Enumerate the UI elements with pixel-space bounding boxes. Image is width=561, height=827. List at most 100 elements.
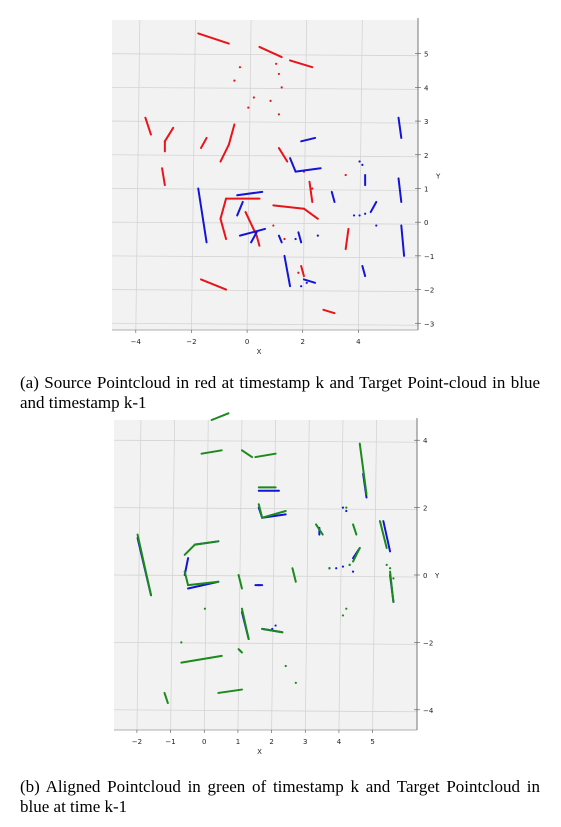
segment-source [200,136,208,150]
segment-aligned [163,691,169,705]
grid-line-y [113,439,418,443]
segment-source [272,204,305,210]
segment-source [322,308,336,315]
grid-line-x [372,419,377,731]
y-tick-label: −1 [424,253,434,261]
segment-aligned [180,654,223,664]
segment-target [236,190,264,197]
point-target [305,281,308,284]
segment-source [144,116,152,136]
point-source [277,72,281,76]
point-target [316,234,319,237]
segment-target [277,234,283,244]
x-axis-label: X [257,748,262,756]
segment-source [302,207,319,220]
x-tick-label: −2 [132,738,142,746]
segment-aligned [261,509,287,519]
segment-target [400,224,406,257]
segment-source [300,264,305,278]
y-tick-label: 4 [424,84,429,92]
x-tick-label: 1 [236,738,240,746]
x-axis-label: X [257,348,262,356]
figure-panel-b: −2 −1 0 1 2 3 4 5 4 2 0 −2 −4 X Y [0,410,561,827]
segment-aligned [315,523,324,536]
plot-b: −2 −1 0 1 2 3 4 5 4 2 0 −2 −4 X Y [113,412,440,756]
y-axis-label: Y [434,572,440,580]
segment-target [330,190,336,203]
segment-target [300,136,317,143]
grid-line-y [111,120,419,124]
segment-source [258,45,283,59]
x-tick-label: 2 [269,738,273,746]
grid-line-x [304,419,310,731]
segment-aligned [193,540,220,546]
segment-target [283,254,292,288]
point-source [297,271,300,274]
segment-aligned [389,570,395,603]
point-target [274,624,277,627]
grid-line-x [271,419,276,731]
y-tick-label: 5 [424,51,428,59]
point-target [364,212,367,215]
segment-source [344,227,350,251]
grid-line-y [111,322,419,326]
segment-aligned [240,449,254,459]
y-tick-label: 3 [424,118,428,126]
grid-line-x [302,19,308,331]
segment-target [236,200,244,217]
segment-aligned [183,543,196,556]
y-tick-label: 0 [424,219,428,227]
grid-line-x [237,419,243,731]
caption-a: (a) Source Pointcloud in red at timestam… [20,373,540,412]
point-target [294,237,297,241]
segment-source [197,32,230,45]
segment-target [289,157,297,173]
point-target [358,160,361,163]
grid-line-y [111,289,419,292]
point-target [335,567,338,570]
x-tick-label: 2 [300,338,304,346]
grid-line-x [135,19,141,331]
segment-target [397,116,403,139]
point-target [271,627,274,631]
grid-line-x [357,19,363,331]
grid-line-y [113,574,418,578]
segment-aligned [358,442,368,496]
point-aligned [180,641,183,644]
segment-source [308,180,314,203]
segment-target [197,187,208,244]
grid-line-y [111,53,419,57]
x-tick-label: 0 [245,338,249,346]
plot-a: −4 −2 0 2 4 5 4 3 2 1 0 −1 −2 −3 X Y [111,18,441,356]
point-aligned [385,563,388,566]
segment-aligned [240,607,250,641]
caption-b: (b) Aligned Pointcloud in green of times… [20,777,540,816]
x-tick-label: −4 [131,338,142,346]
point-target [341,506,345,509]
y-tick-label: 0 [423,572,427,580]
y-tick-label: 4 [423,437,428,445]
segment-target [361,264,367,278]
segment-source [200,278,228,291]
grid-line-x [246,19,252,331]
point-aligned [341,614,345,617]
segment-aligned [261,627,284,634]
x-tick-label: 3 [303,738,307,746]
segment-aligned [352,547,361,563]
grid-line-y [111,154,419,158]
y-tick-label: 2 [423,505,427,513]
point-source [280,86,283,89]
x-tick-label: 4 [337,738,342,746]
point-source [311,187,314,190]
segment-aligned [210,412,230,421]
point-target [358,214,361,217]
point-target [361,163,364,166]
segment-aligned [352,523,358,536]
segment-target [397,177,403,203]
grid-line-y [111,188,419,191]
segment-aligned [187,580,220,587]
segment-target [369,200,378,214]
grid-line-x [191,19,196,331]
grid-line-y [113,709,418,713]
segment-source [227,123,236,146]
